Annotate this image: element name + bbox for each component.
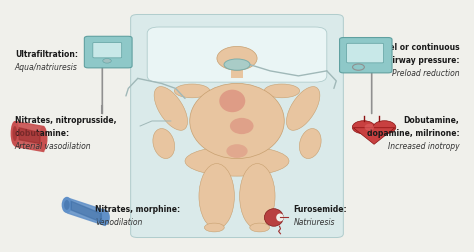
Ellipse shape — [64, 200, 70, 210]
Ellipse shape — [365, 124, 374, 131]
Ellipse shape — [239, 164, 275, 229]
Ellipse shape — [264, 209, 283, 226]
Text: Increased inotropy: Increased inotropy — [388, 142, 459, 151]
Text: Nitrates, nitroprusside,: Nitrates, nitroprusside, — [15, 116, 117, 125]
Ellipse shape — [153, 129, 174, 159]
Ellipse shape — [174, 84, 210, 98]
Ellipse shape — [199, 164, 235, 229]
Ellipse shape — [204, 223, 224, 232]
Ellipse shape — [217, 46, 257, 70]
Ellipse shape — [373, 121, 396, 134]
Ellipse shape — [100, 209, 110, 226]
Ellipse shape — [224, 59, 250, 70]
Ellipse shape — [230, 118, 254, 134]
Text: Preload reduction: Preload reduction — [392, 69, 459, 78]
FancyBboxPatch shape — [131, 14, 343, 238]
Polygon shape — [353, 128, 395, 144]
Ellipse shape — [264, 84, 300, 98]
Ellipse shape — [185, 146, 289, 176]
Ellipse shape — [250, 223, 270, 232]
FancyBboxPatch shape — [84, 36, 132, 68]
Ellipse shape — [39, 126, 47, 151]
Ellipse shape — [154, 87, 188, 130]
Text: Ultrafiltration:: Ultrafiltration: — [15, 50, 78, 59]
FancyBboxPatch shape — [231, 63, 243, 78]
Text: Arterial vasodilation: Arterial vasodilation — [15, 142, 91, 151]
Text: Bilevel or continuous: Bilevel or continuous — [367, 43, 459, 52]
Text: positive airway pressure:: positive airway pressure: — [350, 56, 459, 65]
Ellipse shape — [219, 90, 245, 112]
Ellipse shape — [62, 197, 72, 213]
FancyBboxPatch shape — [147, 27, 327, 82]
FancyBboxPatch shape — [346, 43, 383, 63]
Ellipse shape — [12, 126, 17, 141]
Text: dopamine, milrinone:: dopamine, milrinone: — [366, 129, 459, 138]
Ellipse shape — [286, 87, 320, 130]
Text: Nitrates, morphine:: Nitrates, morphine: — [95, 205, 180, 214]
Text: Dobutamine,: Dobutamine, — [403, 116, 459, 125]
Text: Aqua/natriuresis: Aqua/natriuresis — [15, 63, 78, 72]
FancyBboxPatch shape — [93, 43, 122, 58]
Ellipse shape — [227, 144, 247, 158]
Ellipse shape — [352, 121, 375, 134]
Text: Venodilation: Venodilation — [95, 218, 143, 227]
Text: Furosemide:: Furosemide: — [294, 205, 347, 214]
Ellipse shape — [300, 129, 321, 159]
Ellipse shape — [190, 83, 284, 159]
Text: dobutamine:: dobutamine: — [15, 129, 70, 138]
FancyBboxPatch shape — [339, 38, 392, 73]
Ellipse shape — [276, 213, 284, 222]
Text: Natriuresis: Natriuresis — [294, 218, 335, 227]
Ellipse shape — [103, 58, 111, 63]
Ellipse shape — [10, 121, 19, 146]
